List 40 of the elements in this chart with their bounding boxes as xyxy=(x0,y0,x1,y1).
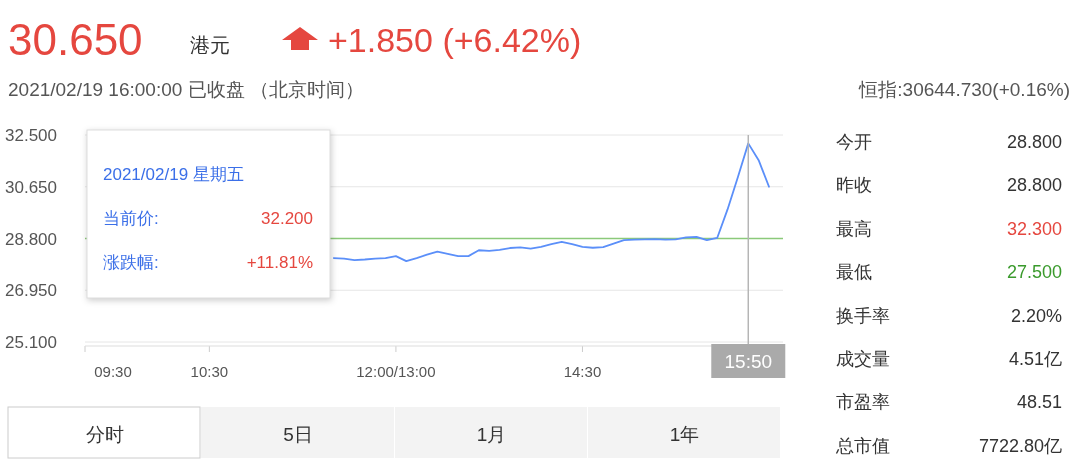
y-tick-label: 32.500 xyxy=(5,126,57,145)
y-tick-label: 30.650 xyxy=(5,177,57,197)
text: 最低 xyxy=(836,262,872,283)
x-tick-label: 10:30 xyxy=(190,363,229,380)
text: 32.300 xyxy=(1006,218,1062,239)
annotation: 当前价: xyxy=(103,209,159,228)
text: 7722.80亿 xyxy=(978,435,1062,456)
text: 2021/02/19 16:00:00 已收盘 （北京时间） xyxy=(8,79,364,100)
text: 分时 xyxy=(85,424,124,445)
text: +1.850 (+6.42%) xyxy=(328,21,582,59)
text: 5日 xyxy=(283,424,313,445)
text: 2.20% xyxy=(1010,305,1062,326)
x-tick-label: 12:00/13:00 xyxy=(356,363,436,380)
text: 市盈率 xyxy=(836,392,890,413)
x-tick-label: 14:30 xyxy=(563,363,602,380)
text: 恒指:30644.730(+0.16%) xyxy=(858,79,1070,100)
text: 28.800 xyxy=(1006,132,1062,152)
x-tick-label: 15:50 xyxy=(724,351,773,372)
text: 27.500 xyxy=(1006,262,1062,283)
text: 昨收 xyxy=(836,175,872,196)
y-tick-label: 28.800 xyxy=(5,229,57,249)
text: 最高 xyxy=(836,218,872,239)
annotation: +11.81% xyxy=(246,253,313,272)
text: 成交量 xyxy=(836,349,890,369)
y-tick-label: 26.950 xyxy=(5,281,57,301)
text: 4.51亿 xyxy=(1008,349,1062,369)
annotation: 32.200 xyxy=(261,209,313,228)
text: 换手率 xyxy=(836,305,890,326)
text: 总市值 xyxy=(835,435,890,456)
text: 今开 xyxy=(836,132,872,152)
text: 港元 xyxy=(190,34,230,56)
line-series xyxy=(332,142,770,263)
x-tick-label: 09:30 xyxy=(94,363,132,380)
annotation: 涨跌幅: xyxy=(103,253,159,272)
annotation: 2021/02/19 星期五 xyxy=(103,165,244,184)
text: 1年 xyxy=(669,424,700,445)
text: 48.51 xyxy=(1016,392,1062,413)
text: 28.800 xyxy=(1006,175,1062,196)
text: 1月 xyxy=(476,424,507,445)
y-tick-label: 25.100 xyxy=(5,333,57,352)
